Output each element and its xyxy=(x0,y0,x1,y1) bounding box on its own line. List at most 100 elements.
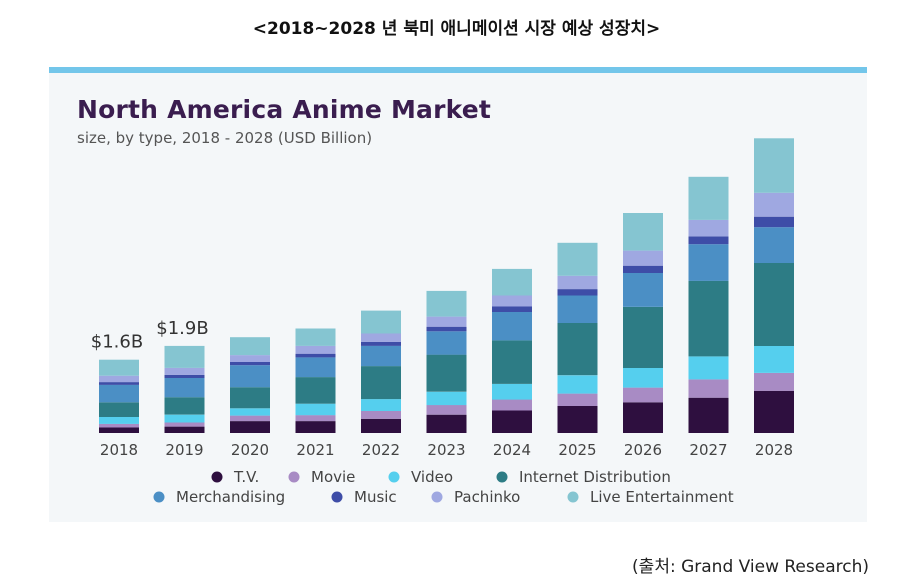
bar-segment-2023-t-v xyxy=(426,414,467,433)
bar-segment-2021-merchandising xyxy=(295,357,336,378)
bar-segment-2018-internet-distribution xyxy=(99,402,139,417)
stacked-bar-chart: 2018 $1.6B 2019 $1.9B 2020 2021 2022 2023 2024 20… xyxy=(91,138,794,506)
bar-segment-2024-music xyxy=(492,306,532,312)
bar-segment-2022-pachinko xyxy=(361,333,401,342)
bar-segment-2028-t-v xyxy=(754,390,794,433)
x-tick-label-2018: 2018 xyxy=(100,441,138,459)
bar-segment-2028-live-entertainment xyxy=(754,138,794,193)
legend-marker-t-v xyxy=(211,471,223,483)
legend-marker-merchandising xyxy=(153,491,165,503)
bar-segment-2020-t-v xyxy=(230,421,270,433)
bar-segment-2027-live-entertainment xyxy=(688,176,729,220)
bar-segment-2020-merchandising xyxy=(230,365,270,388)
bar-segment-2025-pachinko xyxy=(557,275,598,290)
page-title: <2018~2028 년 북미 애니메이션 시장 예상 성장치> xyxy=(252,19,661,39)
chart-subtitle: size, by type, 2018 - 2028 (USD Billion) xyxy=(77,129,373,147)
bar-segment-2019-movie xyxy=(164,422,205,427)
bar-segment-2022-t-v xyxy=(361,418,401,433)
legend-label-merchandising: Merchandising xyxy=(176,488,285,506)
bar-segment-2027-movie xyxy=(688,379,729,398)
legend-label-live-entertainment: Live Entertainment xyxy=(590,488,734,506)
bar-segment-2021-internet-distribution xyxy=(295,377,336,404)
bar-segment-2026-merchandising xyxy=(623,273,663,307)
bar-segment-2018-live-entertainment xyxy=(99,359,139,376)
bar-segment-2019-pachinko xyxy=(164,367,205,375)
bar-segment-2018-t-v xyxy=(99,427,139,433)
bar-segment-2019-t-v xyxy=(164,426,205,433)
bar-segment-2024-movie xyxy=(492,399,532,411)
bar-segment-2028-video xyxy=(754,345,794,373)
chart-title: North America Anime Market xyxy=(77,95,492,124)
bar-segment-2026-music xyxy=(623,265,663,273)
bar-segment-2018-music xyxy=(99,382,139,385)
x-tick-label-2020: 2020 xyxy=(231,441,269,459)
x-tick-label-2022: 2022 xyxy=(362,441,400,459)
x-tick-label-2023: 2023 xyxy=(427,441,465,459)
bar-segment-2023-video xyxy=(426,391,467,406)
bar-segment-2018-video xyxy=(99,417,139,424)
bar-segment-2026-t-v xyxy=(623,402,663,433)
bar-segment-2022-video xyxy=(361,399,401,411)
bar-segment-2028-music xyxy=(754,216,794,228)
x-tick-label-2021: 2021 xyxy=(296,441,334,459)
bar-segment-2021-music xyxy=(295,353,336,358)
bar-segment-2019-music xyxy=(164,374,205,378)
bar-segment-2027-video xyxy=(688,356,729,380)
bar-segment-2025-t-v xyxy=(557,406,598,433)
bar-segment-2021-video xyxy=(295,403,336,416)
bar-segment-2026-pachinko xyxy=(623,250,663,266)
data-label-2018: $1.6B xyxy=(91,332,143,353)
bar-segment-2026-live-entertainment xyxy=(623,213,663,251)
bar-segment-2023-live-entertainment xyxy=(426,290,467,317)
bar-segment-2018-pachinko xyxy=(99,375,139,383)
bar-segment-2022-music xyxy=(361,341,401,346)
bar-segment-2028-merchandising xyxy=(754,227,794,263)
x-tick-label-2026: 2026 xyxy=(624,441,662,459)
legend-marker-live-entertainment xyxy=(567,491,579,503)
bar-segment-2019-internet-distribution xyxy=(164,397,205,415)
bar-segment-2023-merchandising xyxy=(426,331,467,355)
bar-segment-2025-music xyxy=(557,289,598,296)
bar-segment-2027-merchandising xyxy=(688,244,729,281)
bar-segment-2018-merchandising xyxy=(99,384,139,403)
x-tick-label-2025: 2025 xyxy=(558,441,596,459)
legend-marker-movie xyxy=(288,471,300,483)
bar-segment-2020-live-entertainment xyxy=(230,337,270,356)
data-label-2019: $1.9B xyxy=(156,318,208,339)
bar-segment-2022-merchandising xyxy=(361,345,401,367)
bar-segment-2021-live-entertainment xyxy=(295,328,336,346)
bar-segment-2024-pachinko xyxy=(492,295,532,307)
bar-segment-2028-internet-distribution xyxy=(754,263,794,346)
bar-segment-2020-video xyxy=(230,408,270,416)
chart-panel: North America Anime Market size, by type… xyxy=(49,67,867,522)
bar-segment-2020-movie xyxy=(230,415,270,422)
legend-label-music: Music xyxy=(354,488,397,506)
bar-segment-2019-video xyxy=(164,414,205,423)
bar-segment-2028-pachinko xyxy=(754,192,794,217)
bar-segment-2024-internet-distribution xyxy=(492,340,532,384)
bar-segment-2026-video xyxy=(623,367,663,388)
legend-marker-internet-distribution xyxy=(496,471,508,483)
bar-segment-2025-video xyxy=(557,375,598,394)
bar-segment-2022-live-entertainment xyxy=(361,310,401,334)
legend-marker-music xyxy=(331,491,343,503)
bar-segment-2025-live-entertainment xyxy=(557,242,598,276)
legend-label-movie: Movie xyxy=(311,468,355,486)
bar-segment-2022-internet-distribution xyxy=(361,366,401,400)
bar-segment-2025-internet-distribution xyxy=(557,323,598,376)
bar-segment-2024-video xyxy=(492,384,532,400)
bar-segment-2027-internet-distribution xyxy=(688,280,729,357)
x-tick-label-2028: 2028 xyxy=(755,441,793,459)
bar-segment-2024-t-v xyxy=(492,410,532,433)
x-tick-label-2027: 2027 xyxy=(689,441,727,459)
bar-segment-2028-movie xyxy=(754,373,794,391)
bar-segment-2026-movie xyxy=(623,387,663,403)
x-tick-label-2019: 2019 xyxy=(165,441,203,459)
bar-segment-2019-live-entertainment xyxy=(164,345,205,368)
bar-segment-2024-live-entertainment xyxy=(492,268,532,296)
legend-label-internet-distribution: Internet Distribution xyxy=(519,468,671,486)
legend-label-pachinko: Pachinko xyxy=(454,488,520,506)
legend-label-t-v: T.V. xyxy=(233,468,259,486)
bar-segment-2027-pachinko xyxy=(688,219,729,237)
bar-segment-2019-merchandising xyxy=(164,378,205,398)
